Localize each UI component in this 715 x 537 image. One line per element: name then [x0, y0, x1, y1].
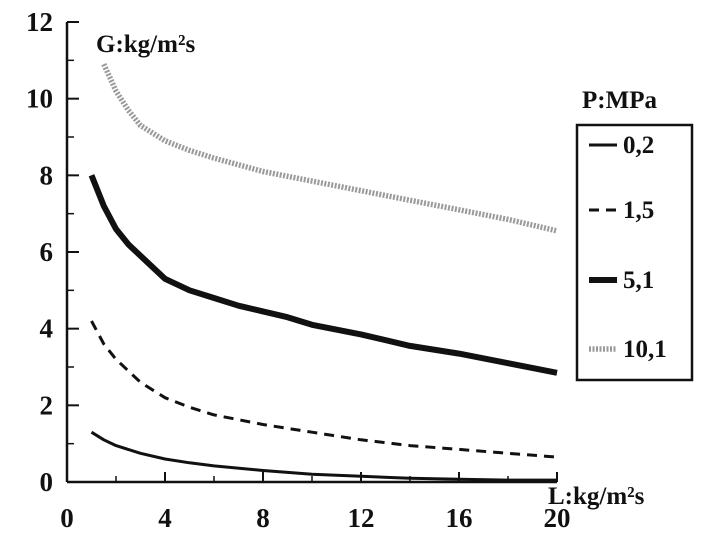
x-tick-label: 0 [60, 503, 74, 533]
x-tick-label: 16 [446, 503, 473, 533]
x-tick-label: 20 [544, 503, 571, 533]
series-layer [88, 63, 558, 482]
legend-label: 1,5 [623, 197, 654, 224]
series-line-5-1 [88, 174, 558, 376]
y-tick-label: 0 [40, 467, 54, 497]
series-line-1-5 [90, 320, 558, 459]
x-tick-label: 4 [158, 503, 172, 533]
y-tick-label: 2 [40, 390, 54, 420]
legend-label: 0,2 [623, 132, 654, 159]
legend-title: P:MPa [582, 87, 657, 114]
x-tick-label: 8 [256, 503, 270, 533]
y-axis-label: G:kg/m²s [96, 31, 195, 58]
y-tick-label: 6 [40, 237, 54, 267]
y-tick-label: 4 [40, 314, 54, 344]
legend-label: 5,1 [623, 267, 654, 294]
series-line-10-1 [101, 63, 558, 234]
legend: 0,2 1,5 5,1 10,1 [575, 123, 694, 382]
series-line-0-2 [90, 430, 557, 482]
y-tick-label: 8 [40, 160, 54, 190]
x-axis-label: L:kg/m²s [548, 483, 645, 510]
legend-label: 10,1 [623, 336, 667, 363]
y-tick-label: 10 [26, 84, 53, 114]
x-tick-label: 12 [348, 503, 375, 533]
axes: 0 2 4 6 8 10 12 0 4 8 12 16 20 [26, 7, 571, 533]
y-tick-label: 12 [26, 7, 53, 37]
legend-box [575, 123, 694, 382]
